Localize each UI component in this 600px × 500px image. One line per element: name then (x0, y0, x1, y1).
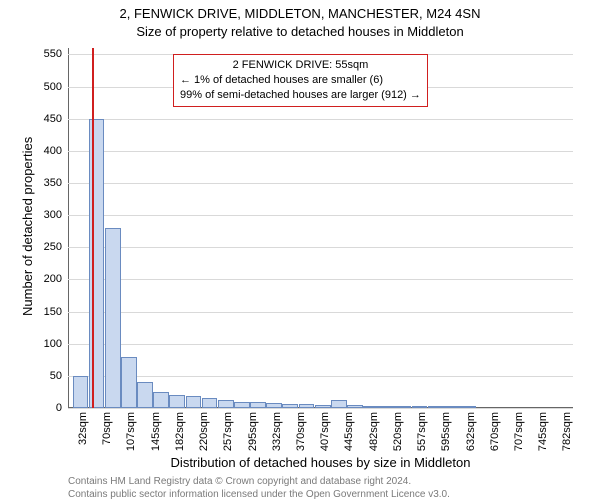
y-tick-label: 250 (44, 241, 62, 253)
histogram-bar (202, 398, 218, 408)
x-tick-label: 632sqm (465, 412, 477, 451)
x-tick-label: 107sqm (125, 412, 137, 451)
x-tick-label: 482sqm (368, 412, 380, 451)
y-gridline (68, 376, 573, 377)
x-tick-label: 145sqm (150, 412, 162, 451)
histogram-bar (250, 402, 266, 408)
histogram-bar (379, 406, 395, 408)
histogram-bar (186, 396, 202, 408)
plot-area: 05010015020025030035040045050055032sqm70… (68, 48, 573, 408)
histogram-bar (347, 405, 363, 408)
x-tick-label: 32sqm (77, 412, 89, 445)
histogram-bar (282, 404, 298, 408)
histogram-bar (395, 406, 411, 408)
y-axis-label: Number of detached properties (20, 137, 35, 316)
y-gridline (68, 279, 573, 280)
y-tick-label: 500 (44, 81, 62, 93)
x-axis-label: Distribution of detached houses by size … (68, 455, 573, 470)
histogram-bar (428, 406, 444, 408)
x-tick-label: 670sqm (489, 412, 501, 451)
x-tick-label: 520sqm (392, 412, 404, 451)
x-tick-label: 745sqm (537, 412, 549, 451)
y-tick-label: 200 (44, 273, 62, 285)
x-tick-label: 782sqm (561, 412, 573, 451)
histogram-bar (331, 400, 347, 408)
histogram-bar (444, 406, 460, 408)
annotation-line-3: 99% of semi-detached houses are larger (… (180, 88, 421, 103)
y-tick-label: 150 (44, 306, 62, 318)
y-tick-label: 50 (50, 370, 62, 382)
x-tick-label: 220sqm (198, 412, 210, 451)
histogram-bar (137, 382, 153, 408)
x-tick-label: 407sqm (319, 412, 331, 451)
footer-line-2: Contains public sector information licen… (68, 488, 450, 500)
histogram-bar (266, 403, 282, 408)
annotation-box: 2 FENWICK DRIVE: 55sqm← 1% of detached h… (173, 54, 428, 107)
x-tick-label: 370sqm (295, 412, 307, 451)
histogram-bar (299, 404, 315, 408)
chart-subtitle: Size of property relative to detached ho… (0, 24, 600, 39)
y-gridline (68, 151, 573, 152)
attribution-footer: Contains HM Land Registry data © Crown c… (68, 475, 450, 500)
histogram-bar (315, 405, 331, 408)
histogram-bar (73, 376, 89, 408)
x-tick-label: 295sqm (247, 412, 259, 451)
x-tick-label: 595sqm (440, 412, 452, 451)
x-tick-label: 707sqm (513, 412, 525, 451)
address-title: 2, FENWICK DRIVE, MIDDLETON, MANCHESTER,… (0, 6, 600, 21)
histogram-bar (105, 228, 121, 408)
histogram-bar (234, 402, 250, 408)
x-tick-label: 70sqm (101, 412, 113, 445)
annotation-line-2: ← 1% of detached houses are smaller (6) (180, 73, 421, 88)
y-tick-label: 400 (44, 145, 62, 157)
x-tick-label: 332sqm (271, 412, 283, 451)
x-tick-label: 182sqm (174, 412, 186, 451)
y-tick-label: 550 (44, 48, 62, 60)
y-gridline (68, 344, 573, 345)
histogram-bar (363, 406, 379, 408)
histogram-bar (121, 357, 137, 408)
x-tick-label: 257sqm (222, 412, 234, 451)
x-tick-label: 557sqm (416, 412, 428, 451)
histogram-bar (412, 406, 428, 408)
histogram-bar (169, 395, 185, 408)
y-gridline (68, 408, 573, 409)
y-tick-label: 450 (44, 113, 62, 125)
x-tick-label: 445sqm (343, 412, 355, 451)
y-gridline (68, 247, 573, 248)
y-gridline (68, 119, 573, 120)
y-tick-label: 100 (44, 338, 62, 350)
y-tick-label: 300 (44, 209, 62, 221)
histogram-bar (153, 392, 169, 408)
y-gridline (68, 183, 573, 184)
y-gridline (68, 312, 573, 313)
histogram-bar (218, 400, 234, 408)
footer-line-1: Contains HM Land Registry data © Crown c… (68, 475, 450, 488)
subject-property-marker (92, 48, 94, 408)
histogram-bar (460, 406, 476, 408)
y-tick-label: 350 (44, 177, 62, 189)
y-gridline (68, 215, 573, 216)
y-tick-label: 0 (56, 402, 62, 414)
chart-canvas: 2, FENWICK DRIVE, MIDDLETON, MANCHESTER,… (0, 0, 600, 500)
annotation-line-1: 2 FENWICK DRIVE: 55sqm (180, 58, 421, 73)
